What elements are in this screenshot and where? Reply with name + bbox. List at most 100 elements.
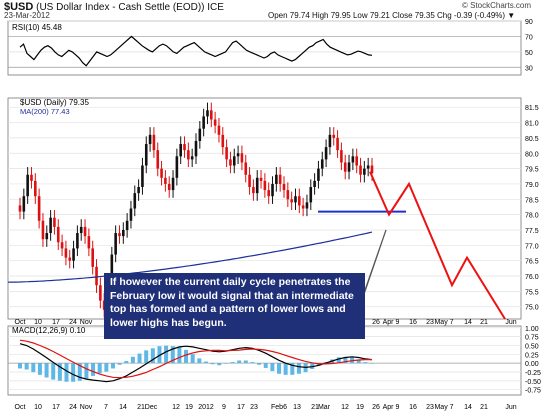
x-tick-label: 26 xyxy=(372,404,380,411)
candle-body xyxy=(366,165,370,169)
candle-body xyxy=(343,162,347,172)
x-tick-label: Jun xyxy=(505,404,516,411)
candle-body xyxy=(317,168,320,181)
rsi-tick-label: 30 xyxy=(525,65,533,72)
ma200-line xyxy=(7,231,373,283)
candle-body xyxy=(278,174,282,184)
macd-histogram-bar xyxy=(130,356,135,364)
candle-body xyxy=(83,226,87,237)
symbol-label: $USD xyxy=(4,1,34,13)
macd-histogram-bar xyxy=(37,363,42,375)
x-tick-label: 21 xyxy=(480,404,488,411)
rsi-tick-label: 90 xyxy=(525,19,533,26)
x-tick-label: 12 xyxy=(341,404,349,411)
macd-histogram-bar xyxy=(190,354,195,364)
candle-body xyxy=(347,162,351,172)
macd-histogram-bar xyxy=(164,345,169,364)
x-tick-label: 23 xyxy=(426,404,434,411)
macd-histogram-bar xyxy=(277,363,282,374)
candle-body xyxy=(99,285,102,301)
signal-line xyxy=(19,339,372,379)
rsi-tick-label: 50 xyxy=(525,50,533,57)
candle-body xyxy=(45,233,49,240)
candle-body xyxy=(37,196,41,221)
macd-histogram-bar xyxy=(343,356,348,364)
candle-body xyxy=(141,165,144,188)
x-tick-label: 10 xyxy=(34,404,42,411)
macd-histogram-bar xyxy=(217,363,222,366)
candle-body xyxy=(30,174,33,181)
macd-histogram-bar xyxy=(356,359,361,364)
x-tick-label: 21 xyxy=(480,319,488,326)
candle-body xyxy=(340,150,343,163)
candle-body xyxy=(217,125,221,135)
macd-histogram-bar xyxy=(310,363,315,369)
macd-histogram xyxy=(18,345,374,382)
candle-body xyxy=(129,208,133,221)
candle-body xyxy=(156,150,160,169)
candle-body xyxy=(232,156,236,166)
candle-body xyxy=(34,180,37,197)
x-axis-labels-bottom: Oct 10 17 24 Nov 7 14 21 Dec 12 19 2012 9 17 23 Feb6 13 2… xyxy=(15,404,517,411)
macd-histogram-bar xyxy=(237,360,242,364)
x-tick-label: Dec xyxy=(145,404,158,411)
candle-body xyxy=(324,147,328,160)
candle-body xyxy=(336,137,339,151)
candle-body xyxy=(370,165,374,174)
macd-histogram-bar xyxy=(71,363,76,382)
x-tick-label: 17 xyxy=(237,404,245,411)
price-tick-label: 76.5 xyxy=(525,259,539,266)
description-label: (US Dollar Index - Cash Settle (EOD)) IC… xyxy=(36,2,224,13)
candle-body xyxy=(110,254,114,286)
macd-tick-label: 0.50 xyxy=(525,343,539,350)
price-tick-label: 78.0 xyxy=(525,213,539,220)
candle-body xyxy=(72,248,75,261)
x-tick-label: 14 xyxy=(119,404,127,411)
candle-body xyxy=(160,168,163,178)
x-tick-label: 17 xyxy=(52,319,60,326)
candle-body xyxy=(49,217,52,234)
x-tick-label: Mar xyxy=(318,404,331,411)
x-tick-label: 7 xyxy=(104,404,108,411)
macd-histogram-bar xyxy=(137,353,142,364)
x-tick-label: 24 xyxy=(69,319,77,326)
macd-tick-label: -0.75 xyxy=(525,388,541,395)
candle-body xyxy=(210,110,213,120)
macd-histogram-bar xyxy=(44,363,49,378)
candle-body xyxy=(187,150,190,160)
macd-histogram-bar xyxy=(177,347,182,364)
candle-body xyxy=(275,174,278,184)
candle-body xyxy=(363,168,366,175)
candle-body xyxy=(118,233,121,237)
x-tick-label: 16 xyxy=(409,319,417,326)
candle-body xyxy=(244,162,248,175)
rsi-panel: RSI(10) 45.48 30 50 70 90 xyxy=(7,19,533,76)
candle-body xyxy=(144,144,148,166)
candle-body xyxy=(68,257,72,261)
candle-body xyxy=(41,220,45,240)
candle-body xyxy=(236,153,240,157)
x-tick-label: 23 xyxy=(426,319,434,326)
candle-body xyxy=(167,183,171,191)
ma-legend-label: MA(200) 77.43 xyxy=(20,107,70,116)
macd-histogram-bar xyxy=(197,358,202,364)
x-tick-label: 19 xyxy=(356,404,364,411)
macd-histogram-bar xyxy=(97,363,102,374)
price-tick-label: 77.0 xyxy=(525,243,539,250)
macd-histogram-bar xyxy=(223,363,228,364)
macd-histogram-bar xyxy=(51,363,56,380)
macd-histogram-bar xyxy=(18,363,22,369)
candle-body xyxy=(267,190,270,197)
candle-body xyxy=(252,187,255,194)
macd-histogram-bar xyxy=(170,346,175,364)
candle-body xyxy=(225,147,228,160)
x-tick-label: Nov xyxy=(80,404,93,411)
price-tick-label: 80.0 xyxy=(525,151,539,158)
macd-histogram-bar xyxy=(296,363,301,374)
price-tick-label: 79.0 xyxy=(525,182,539,189)
x-tick-label: 21 xyxy=(311,404,319,411)
candle-body xyxy=(194,140,198,157)
macd-histogram-bar xyxy=(84,363,89,379)
candle-body xyxy=(152,134,156,151)
macd-histogram-bar xyxy=(230,362,235,364)
